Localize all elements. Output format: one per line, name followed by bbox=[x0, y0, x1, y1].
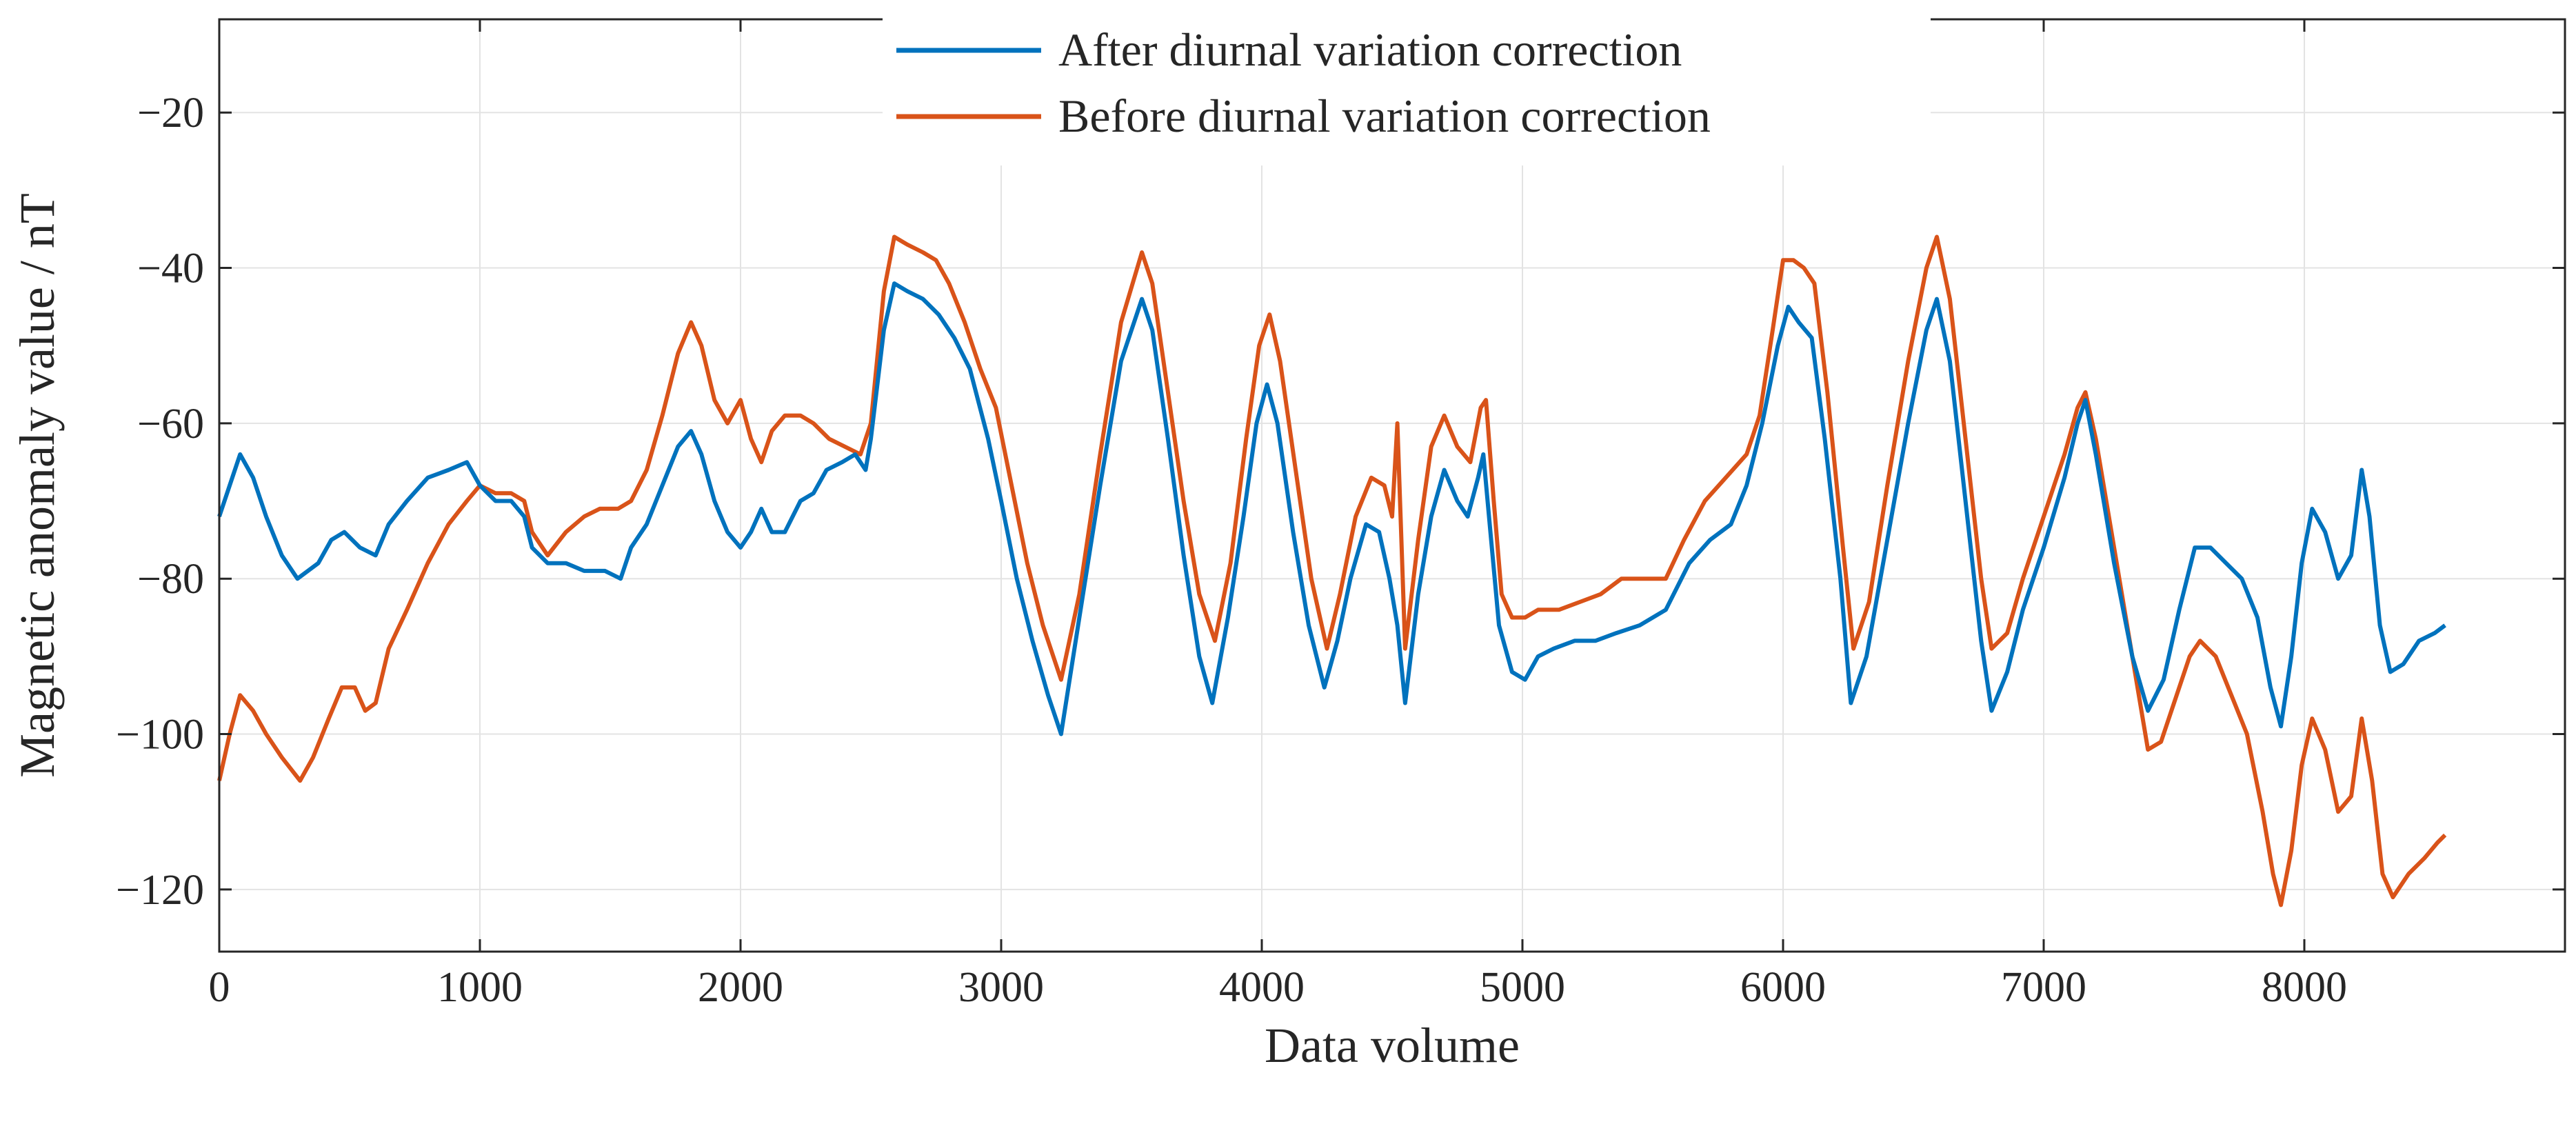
legend: After diurnal variation correction Befor… bbox=[883, 17, 1931, 165]
x-tick-label: 1000 bbox=[437, 964, 523, 1011]
x-tick-label: 8000 bbox=[2262, 964, 2347, 1011]
x-tick-label: 2000 bbox=[698, 964, 783, 1011]
legend-label-after-correction: After diurnal variation correction bbox=[1058, 23, 1682, 76]
y-tick-label: −120 bbox=[116, 867, 204, 914]
series-line-after-correction bbox=[217, 281, 2446, 736]
ticks: 0 1000 2000 3000 4000 5000 6000 7000 8000 −120 −10… bbox=[116, 19, 2565, 1011]
y-tick-label: −80 bbox=[137, 556, 204, 603]
y-tick-label: −40 bbox=[137, 245, 204, 292]
legend-box bbox=[883, 17, 1931, 165]
y-tick-label: −20 bbox=[137, 90, 204, 137]
x-tick-label: 3000 bbox=[958, 964, 1044, 1011]
series-line-before-correction bbox=[217, 234, 2447, 907]
y-axis-label: Magnetic anomaly value / nT bbox=[10, 193, 65, 778]
x-tick-label: 7000 bbox=[2001, 964, 2086, 1011]
x-tick-label: 0 bbox=[209, 964, 230, 1011]
x-tick-label: 4000 bbox=[1219, 964, 1305, 1011]
y-tick-label: −100 bbox=[116, 712, 204, 759]
x-tick-label: 6000 bbox=[1740, 964, 1826, 1011]
legend-label-before-correction: Before diurnal variation correction bbox=[1058, 90, 1711, 142]
x-axis-label: Data volume bbox=[1265, 1018, 1520, 1073]
x-tick-label: 5000 bbox=[1480, 964, 1565, 1011]
series-layer bbox=[217, 234, 2447, 907]
y-tick-label: −60 bbox=[137, 401, 204, 448]
